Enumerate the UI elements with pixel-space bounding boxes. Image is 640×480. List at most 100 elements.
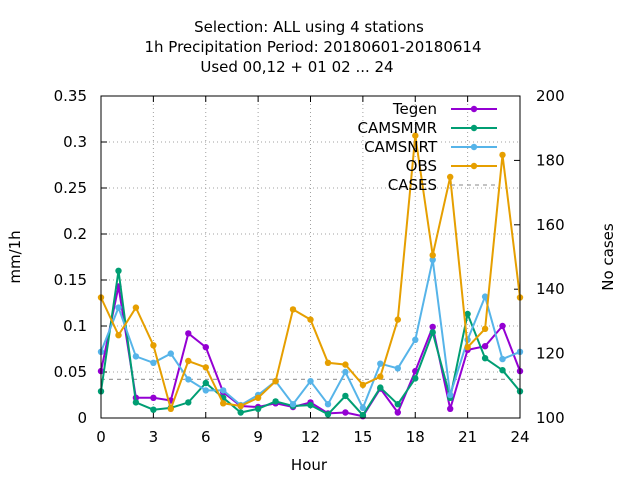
data-point-camsnrt <box>394 365 401 372</box>
x-tick-label: 9 <box>253 428 263 446</box>
data-point-camsmmr <box>132 399 140 406</box>
data-point-obs <box>464 344 471 351</box>
data-point-camsnrt <box>289 401 297 408</box>
data-point-obs <box>499 151 506 159</box>
data-point-camsnrt <box>324 401 332 408</box>
data-point-obs <box>324 359 332 366</box>
data-point-camsnrt <box>202 387 209 394</box>
legend-marker-obs <box>470 162 478 170</box>
data-point-camsmmr <box>272 398 279 405</box>
y-tick-label: 0.15 <box>54 271 87 289</box>
legend-marker-tegen <box>470 105 478 113</box>
data-point-camsmmr <box>499 367 506 374</box>
chart-title: Selection: ALL using 4 stations 1h Preci… <box>144 18 481 76</box>
legend-label-camsnrt: CAMSNRT <box>364 138 438 156</box>
data-point-tegen <box>202 344 209 351</box>
x-tick-label: 3 <box>149 428 159 446</box>
data-point-camsmmr <box>254 405 262 412</box>
x-tick-label: 21 <box>458 428 477 446</box>
data-point-obs <box>115 332 122 339</box>
data-point-obs <box>150 342 157 349</box>
data-point-obs <box>289 306 297 313</box>
data-point-camsmmr <box>307 401 314 409</box>
data-point-camsmmr <box>429 329 436 336</box>
x-axis-label: Hour <box>291 456 328 474</box>
data-point-obs <box>481 325 489 332</box>
y2-tick-label: 200 <box>536 87 565 105</box>
y2-tick-label: 160 <box>536 216 565 234</box>
data-point-obs <box>377 373 384 380</box>
y2-tick-label: 100 <box>536 409 565 427</box>
legend-marker-camsmmr <box>470 124 478 132</box>
plot-frame <box>100 95 521 419</box>
data-point-camsmmr <box>412 375 419 382</box>
data-point-camsnrt <box>115 304 122 311</box>
data-point-camsmmr <box>115 267 122 274</box>
y-tick-label: 0.1 <box>63 317 87 335</box>
data-point-obs <box>167 405 174 412</box>
data-point-camsmmr <box>324 411 332 418</box>
y2-tick-label: 180 <box>536 151 565 169</box>
data-point-obs <box>272 378 279 385</box>
y-tick-label: 0.35 <box>54 87 87 105</box>
data-point-obs <box>132 304 140 311</box>
data-point-camsmmr <box>237 409 244 416</box>
data-point-camsnrt <box>412 336 419 343</box>
data-point-camsnrt <box>185 376 192 383</box>
data-point-obs <box>202 364 209 371</box>
x-tick-label: 18 <box>406 428 425 446</box>
legend-label-camsmmr: CAMSMMR <box>357 119 437 137</box>
data-point-tegen <box>499 322 506 330</box>
data-point-obs <box>254 394 262 401</box>
y2-tick-label: 140 <box>536 280 565 298</box>
y2-tick-label: 120 <box>536 345 565 363</box>
data-point-obs <box>394 316 401 323</box>
data-point-camsnrt <box>167 350 174 357</box>
y-axis-label: mm/1h <box>6 230 24 283</box>
data-point-obs <box>412 132 419 139</box>
data-point-obs <box>359 381 367 389</box>
data-point-obs <box>220 400 227 407</box>
data-point-camsnrt <box>307 378 314 385</box>
data-point-camsnrt <box>132 353 140 360</box>
x-tick-label: 12 <box>301 428 320 446</box>
data-point-tegen <box>394 409 401 416</box>
title-line-3: Used 00,12 + 01 02 ... 24 <box>200 58 393 76</box>
data-point-camsmmr <box>464 310 471 318</box>
x-tick-label: 0 <box>96 428 106 446</box>
legend-label-tegen: Tegen <box>392 100 437 118</box>
data-point-obs <box>307 316 314 323</box>
data-point-camsmmr <box>481 355 489 362</box>
legend-label-cases: CASES <box>388 176 437 194</box>
data-point-tegen <box>447 405 454 412</box>
data-point-camsnrt <box>150 359 157 366</box>
data-point-camsmmr <box>394 401 401 408</box>
data-point-obs <box>447 173 454 181</box>
data-point-tegen <box>481 343 489 350</box>
x-tick-label: 6 <box>201 428 211 446</box>
y-tick-label: 0 <box>77 409 87 427</box>
data-point-camsnrt <box>429 256 436 263</box>
data-point-camsnrt <box>377 360 384 367</box>
data-point-camsmmr <box>377 384 384 391</box>
title-line-1: Selection: ALL using 4 stations <box>194 18 424 36</box>
data-point-camsnrt <box>447 391 454 399</box>
data-point-camsmmr <box>359 412 367 419</box>
data-point-tegen <box>185 330 192 337</box>
series-layer <box>97 132 524 420</box>
data-point-obs <box>185 357 192 365</box>
title-line-2: 1h Precipitation Period: 20180601-201806… <box>144 38 481 56</box>
data-point-obs <box>237 402 244 410</box>
axis-ticks: 0 3 6 9 12 15 18 21 24 0 0.05 0.1 0.15 0.2 0.25 0.3 0.35… <box>54 87 565 446</box>
data-point-obs <box>342 361 349 368</box>
data-point-camsnrt <box>220 387 227 394</box>
data-point-camsnrt <box>481 293 489 300</box>
data-point-camsmmr <box>342 392 349 400</box>
y-tick-label: 0.2 <box>63 225 87 243</box>
y-tick-label: 0.3 <box>63 133 87 151</box>
data-point-obs <box>429 252 436 259</box>
data-point-tegen <box>150 394 157 401</box>
y2-axis-label: No cases <box>599 223 617 291</box>
data-point-camsmmr <box>185 399 192 406</box>
